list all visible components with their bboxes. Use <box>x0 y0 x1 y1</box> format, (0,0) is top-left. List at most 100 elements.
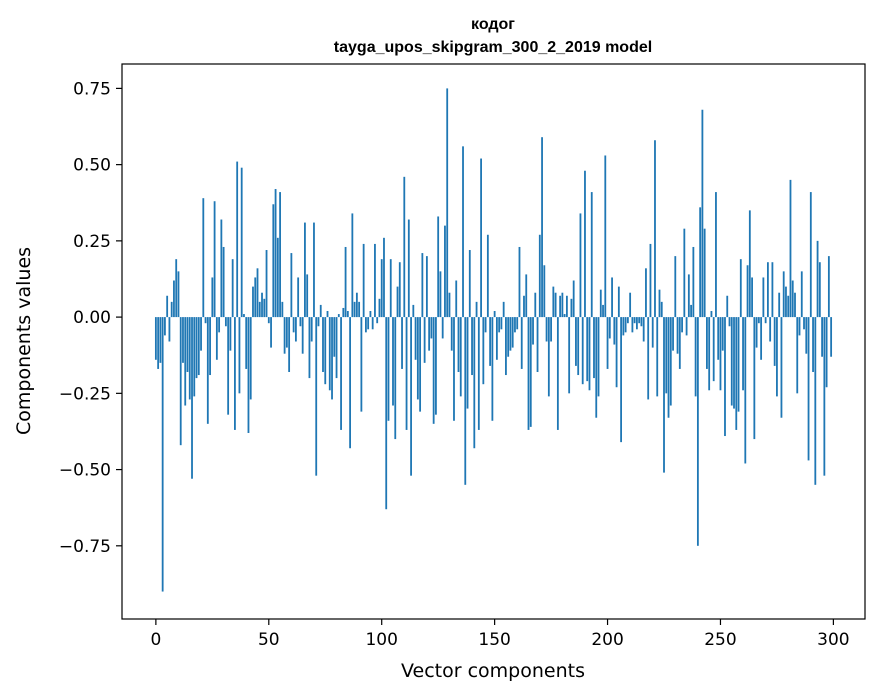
bar-282 <box>791 280 794 318</box>
bar-61 <box>292 317 295 333</box>
bar-105 <box>392 317 394 406</box>
bar-68 <box>308 317 311 379</box>
bar-258 <box>737 317 740 412</box>
bar-86 <box>349 317 351 449</box>
bar-81 <box>337 314 340 318</box>
bar-280 <box>787 295 790 318</box>
bar-130 <box>448 292 451 318</box>
bar-13 <box>184 317 187 406</box>
bar-95 <box>369 311 372 318</box>
x-tick-label: 300 <box>817 630 849 650</box>
bar-52 <box>272 204 275 318</box>
bar-264 <box>751 277 753 318</box>
bar-147 <box>486 234 489 318</box>
bar-114 <box>412 304 415 318</box>
bar-176 <box>552 286 555 318</box>
bar-97 <box>374 243 376 318</box>
x-axis-label: Vector components <box>401 660 585 682</box>
bar-278 <box>782 271 785 318</box>
bar-148 <box>489 317 492 366</box>
bar-11 <box>179 317 182 446</box>
bar-129 <box>446 88 449 318</box>
bar-33 <box>229 317 232 351</box>
y-tick-label: 0.75 <box>73 79 111 99</box>
bar-144 <box>480 158 482 318</box>
bar-212 <box>633 317 636 324</box>
bar-177 <box>554 292 557 318</box>
y-tick-label: −0.75 <box>59 537 111 557</box>
bar-146 <box>484 317 487 333</box>
bar-285 <box>798 317 801 336</box>
bar-206 <box>620 317 622 443</box>
bar-191 <box>586 317 589 382</box>
bar-216 <box>642 317 645 342</box>
x-tick-label: 250 <box>704 630 736 650</box>
y-tick-label: 0.00 <box>73 308 111 328</box>
bar-261 <box>744 317 747 464</box>
bar-185 <box>572 280 575 318</box>
bar-211 <box>631 317 634 333</box>
y-tick-label: 0.25 <box>73 232 111 252</box>
bar-237 <box>690 304 693 318</box>
bar-195 <box>595 317 598 418</box>
bar-234 <box>683 228 686 318</box>
bar-162 <box>520 317 523 369</box>
bar-245 <box>708 317 711 391</box>
bar-3 <box>161 317 164 592</box>
bar-289 <box>807 317 810 461</box>
bar-128 <box>444 225 446 318</box>
bar-299 <box>830 317 833 357</box>
bar-136 <box>462 146 464 318</box>
bar-49 <box>265 250 268 318</box>
bar-32 <box>227 317 230 415</box>
bar-213 <box>636 317 638 330</box>
bar-25 <box>211 277 214 318</box>
bar-159 <box>514 317 516 333</box>
bar-168 <box>534 292 537 318</box>
bar-290 <box>809 192 812 318</box>
bar-89 <box>355 292 358 318</box>
bar-202 <box>611 277 613 318</box>
bar-127 <box>441 317 444 339</box>
bar-283 <box>794 292 796 318</box>
bar-224 <box>660 301 663 318</box>
bar-293 <box>816 240 819 318</box>
bar-198 <box>602 304 604 318</box>
bar-45 <box>256 268 259 318</box>
chart-subtitle: tayga_upos_skipgram_300_2_2019 model <box>334 39 652 56</box>
bar-91 <box>360 317 363 412</box>
bar-259 <box>739 259 742 318</box>
bar-169 <box>536 317 539 372</box>
bar-125 <box>437 216 440 318</box>
bar-135 <box>459 317 462 397</box>
bar-175 <box>550 317 552 342</box>
bar-205 <box>617 286 620 318</box>
bar-73 <box>319 304 322 318</box>
bar-296 <box>823 317 826 476</box>
bar-116 <box>416 317 419 400</box>
bar-56 <box>281 301 284 318</box>
bar-208 <box>624 317 627 333</box>
bar-167 <box>532 317 534 345</box>
bar-122 <box>430 317 433 339</box>
bar-106 <box>394 317 397 440</box>
bar-80 <box>335 317 338 379</box>
bar-271 <box>766 262 769 318</box>
bar-5 <box>166 295 169 318</box>
bar-8 <box>173 280 175 318</box>
bar-226 <box>665 317 668 394</box>
bar-161 <box>518 246 521 318</box>
bar-170 <box>538 234 541 318</box>
bar-295 <box>821 317 823 357</box>
bar-57 <box>283 317 286 354</box>
bar-197 <box>599 289 602 318</box>
bar-100 <box>380 259 383 318</box>
bar-246 <box>710 311 713 318</box>
bar-7 <box>170 301 173 318</box>
bar-201 <box>608 317 611 339</box>
bar-118 <box>421 253 424 318</box>
bar-43 <box>252 286 254 318</box>
bar-255 <box>730 317 733 406</box>
bar-230 <box>674 256 677 318</box>
y-axis-label: Components values <box>13 247 35 435</box>
